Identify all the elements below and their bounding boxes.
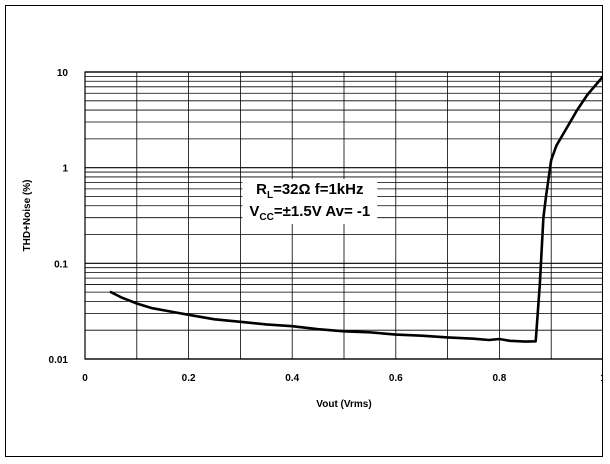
annotation-line-1: RL=32Ω f=1kHz — [256, 181, 363, 201]
x-tick-label: 0.6 — [389, 373, 403, 384]
annotation-line-1-main: R — [256, 181, 267, 198]
series-line — [109, 75, 602, 343]
plot-border — [84, 71, 602, 360]
y-tick-label: 10 — [57, 68, 69, 79]
y-tick-label: 0.1 — [54, 259, 68, 270]
thd-noise-chart: RL=32Ω f=1kHz VCC=±1.5V Av= -1 0 0.2 0.4 0.… — [22, 68, 602, 410]
chart-frame: RL=32Ω f=1kHz VCC=±1.5V Av= -1 0 0.2 0.4 0.… — [5, 5, 603, 457]
annotation-line-2-sub: CC — [259, 212, 273, 223]
y-tick-label: 1 — [62, 164, 68, 175]
series-layer — [109, 75, 602, 343]
annotation-line-2-main: V — [249, 203, 259, 220]
x-tick-label: 0 — [82, 373, 88, 384]
tick-labels: 0 0.2 0.4 0.6 0.8 1 0.01 0.1 1 10 — [49, 68, 602, 384]
y-tick-label: 0.01 — [49, 355, 69, 366]
x-tick-label: 0.2 — [182, 373, 196, 384]
annotation-line-1-sub: L — [267, 190, 273, 201]
x-tick-label: 1 — [600, 373, 602, 384]
annotation-line-1-rest: =32Ω f=1kHz — [273, 181, 363, 198]
annotation-line-2: VCC=±1.5V Av= -1 — [249, 203, 370, 223]
x-axis-label: Vout (Vrms) — [316, 399, 371, 410]
condition-annotation: RL=32Ω f=1kHz VCC=±1.5V Av= -1 — [242, 179, 378, 224]
annotation-line-2-rest: =±1.5V Av= -1 — [274, 203, 370, 220]
y-axis-label: THD+Noise (%) — [22, 180, 33, 252]
x-tick-label: 0.4 — [285, 373, 299, 384]
annotation-background — [242, 179, 378, 224]
x-tick-label: 0.8 — [492, 373, 506, 384]
